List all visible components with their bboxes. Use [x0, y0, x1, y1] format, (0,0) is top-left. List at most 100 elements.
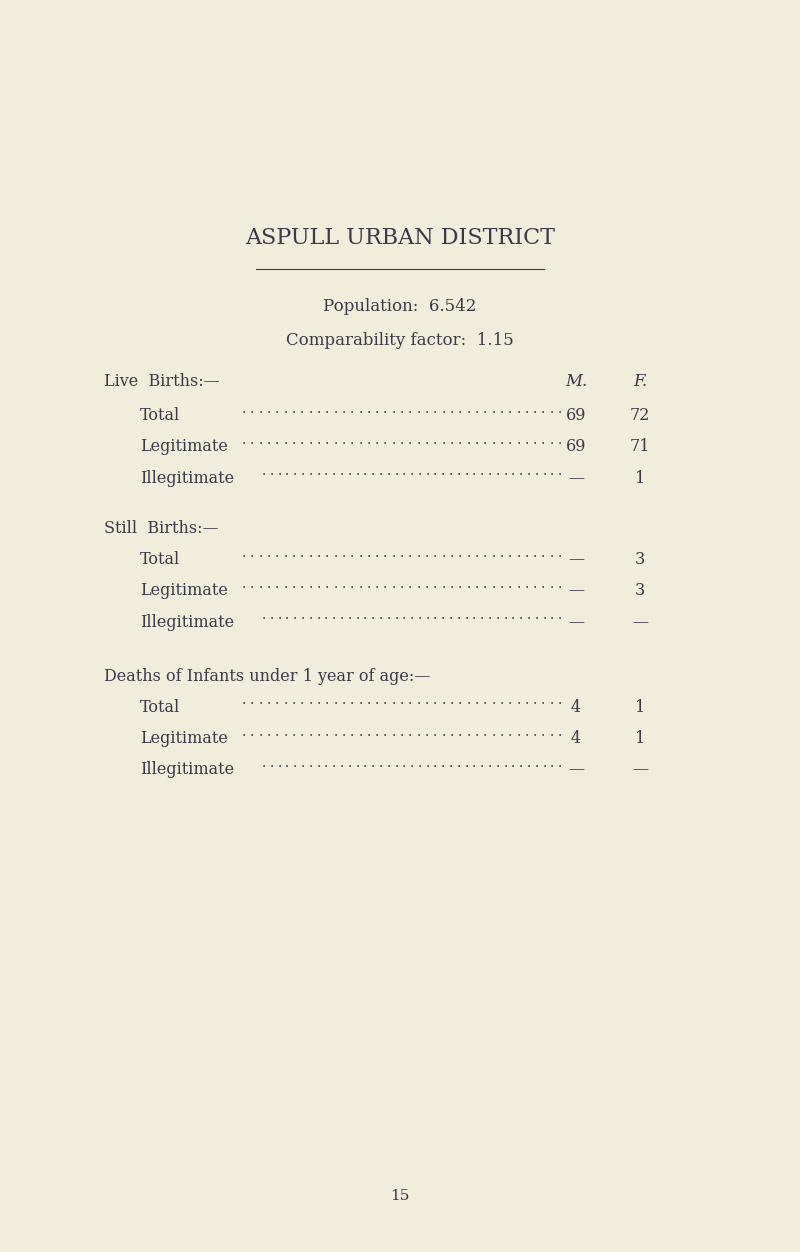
Text: .: .: [258, 433, 262, 447]
Text: .: .: [483, 694, 487, 707]
Text: .: .: [410, 608, 414, 622]
Text: .: .: [394, 756, 398, 770]
Text: .: .: [378, 756, 383, 770]
Text: .: .: [324, 756, 329, 770]
Text: .: .: [286, 608, 290, 622]
Text: .: .: [491, 577, 495, 591]
Text: .: .: [434, 756, 438, 770]
Text: .: .: [325, 694, 330, 707]
Text: .: .: [511, 756, 515, 770]
Text: .: .: [465, 756, 469, 770]
Text: .: .: [275, 402, 279, 416]
Text: .: .: [293, 608, 298, 622]
Text: .: .: [491, 725, 495, 739]
Text: .: .: [301, 608, 305, 622]
Text: .: .: [542, 546, 546, 560]
Text: .: .: [466, 725, 470, 739]
Text: .: .: [550, 546, 554, 560]
Text: 69: 69: [566, 407, 586, 424]
Text: .: .: [542, 694, 546, 707]
Text: .: .: [558, 725, 562, 739]
Text: .: .: [503, 756, 507, 770]
Text: .: .: [533, 546, 537, 560]
Text: .: .: [417, 402, 421, 416]
Text: .: .: [375, 694, 379, 707]
Text: .: .: [400, 402, 404, 416]
Text: .: .: [317, 756, 321, 770]
Text: .: .: [258, 694, 262, 707]
Text: .: .: [332, 608, 336, 622]
Text: .: .: [425, 725, 429, 739]
Text: .: .: [434, 608, 438, 622]
Text: Deaths of Infants under 1 year of age:—: Deaths of Infants under 1 year of age:—: [104, 667, 430, 685]
Text: .: .: [309, 756, 313, 770]
Text: .: .: [358, 546, 362, 560]
Text: .: .: [383, 546, 387, 560]
Text: .: .: [242, 546, 246, 560]
Text: .: .: [500, 433, 504, 447]
Text: .: .: [508, 694, 512, 707]
Text: .: .: [317, 608, 321, 622]
Text: .: .: [442, 546, 446, 560]
Text: .: .: [275, 546, 279, 560]
Text: .: .: [283, 402, 288, 416]
Text: .: .: [267, 433, 271, 447]
Text: .: .: [465, 608, 469, 622]
Text: .: .: [391, 546, 396, 560]
Text: Still  Births:—: Still Births:—: [104, 520, 218, 537]
Text: .: .: [542, 725, 546, 739]
Text: .: .: [526, 756, 531, 770]
Text: .: .: [358, 433, 362, 447]
Text: .: .: [450, 725, 454, 739]
Text: .: .: [402, 608, 406, 622]
Text: Illegitimate: Illegitimate: [140, 613, 234, 631]
Text: .: .: [334, 694, 338, 707]
Text: —: —: [568, 551, 584, 568]
Text: .: .: [534, 756, 538, 770]
Text: .: .: [542, 577, 546, 591]
Text: .: .: [457, 608, 461, 622]
Text: .: .: [488, 608, 492, 622]
Text: .: .: [550, 433, 554, 447]
Text: 15: 15: [390, 1188, 410, 1203]
Text: .: .: [383, 402, 387, 416]
Text: .: .: [491, 402, 495, 416]
Text: .: .: [425, 577, 429, 591]
Text: .: .: [334, 577, 338, 591]
Text: .: .: [433, 546, 438, 560]
Text: 4: 4: [571, 699, 581, 716]
Text: .: .: [450, 546, 454, 560]
Text: .: .: [550, 756, 554, 770]
Text: .: .: [386, 464, 390, 478]
Text: .: .: [466, 402, 470, 416]
Text: .: .: [442, 725, 446, 739]
Text: .: .: [418, 756, 422, 770]
Text: .: .: [262, 756, 266, 770]
Text: .: .: [533, 433, 537, 447]
Text: .: .: [324, 608, 329, 622]
Text: 1: 1: [635, 470, 645, 487]
Text: 3: 3: [635, 582, 645, 600]
Text: .: .: [286, 756, 290, 770]
Text: .: .: [334, 725, 338, 739]
Text: .: .: [472, 464, 477, 478]
Text: .: .: [542, 756, 546, 770]
Text: .: .: [457, 464, 461, 478]
Text: .: .: [375, 546, 379, 560]
Text: .: .: [472, 756, 477, 770]
Text: .: .: [250, 433, 254, 447]
Text: .: .: [258, 725, 262, 739]
Text: .: .: [366, 577, 371, 591]
Text: .: .: [516, 402, 521, 416]
Text: .: .: [511, 464, 515, 478]
Text: .: .: [267, 546, 271, 560]
Text: .: .: [491, 694, 495, 707]
Text: .: .: [525, 546, 529, 560]
Text: .: .: [426, 756, 430, 770]
Text: .: .: [317, 546, 321, 560]
Text: .: .: [458, 402, 462, 416]
Text: .: .: [342, 577, 346, 591]
Text: —: —: [568, 761, 584, 779]
Text: .: .: [350, 433, 354, 447]
Text: .: .: [242, 577, 246, 591]
